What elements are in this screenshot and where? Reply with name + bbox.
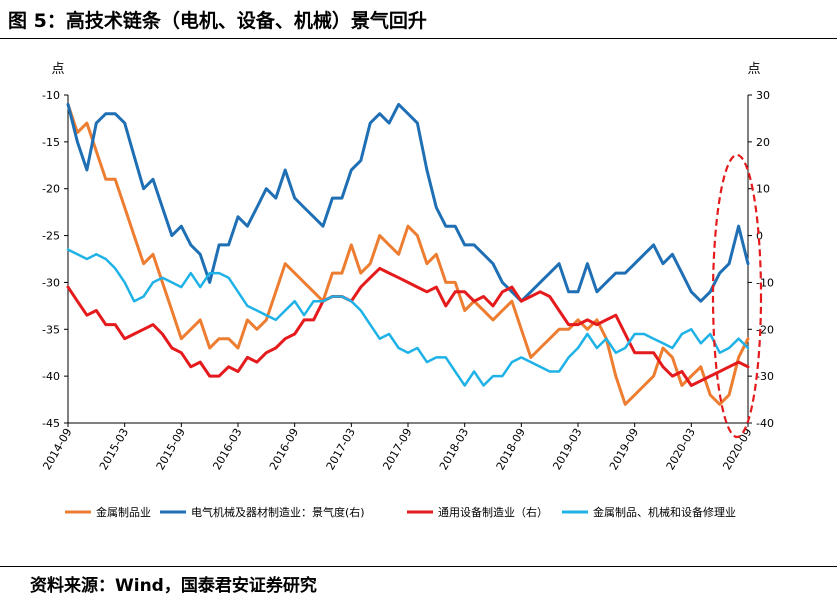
legend-label-1: 金属制品业 — [96, 505, 151, 519]
chart-axes: 点 点 -10 -15 -20 -25 -30 -35 -40 -45 30 20 10 0 -10 -20 -… — [40, 62, 774, 472]
source-rule — [0, 566, 837, 567]
x-tick-label: 2016-09 — [267, 426, 301, 472]
y-right-tick-label: -40 — [756, 417, 774, 430]
chart-svg: 点 点 -10 -15 -20 -25 -30 -35 -40 -45 30 20 10 0 -10 -20 -… — [40, 62, 774, 519]
highlight-ellipse — [711, 153, 763, 439]
series-line-4 — [66, 248, 750, 387]
y-left-tick-label: -15 — [42, 136, 60, 149]
x-tick-label: 2016-03 — [210, 426, 244, 472]
x-tick-label: 2017-03 — [324, 426, 358, 472]
title-rule — [0, 38, 837, 39]
x-tick-label: 2015-09 — [154, 426, 188, 472]
y-right-tick-label: 30 — [756, 89, 770, 102]
y-left-tick-label: -20 — [42, 183, 60, 196]
y-right-tick-label: -10 — [756, 276, 774, 289]
y-right-tick-label: -30 — [756, 370, 774, 383]
y-left-tick-label: -25 — [42, 230, 60, 243]
chart-lines — [66, 102, 750, 406]
x-tick-label: 2015-03 — [97, 426, 131, 472]
y-left-tick-label: -45 — [42, 417, 60, 430]
y-left-tick-label: -40 — [42, 370, 60, 383]
x-tick-label: 2019-03 — [550, 426, 584, 472]
chart-legend: 金属制品业 电气机械及器材制造业：景气度(右) 通用设备制造业（右） 金属制品、机械和… — [65, 505, 736, 519]
y-right-unit: 点 — [747, 62, 760, 77]
x-tick-label: 2018-03 — [437, 426, 471, 472]
series-line-1 — [66, 102, 750, 406]
y-right-tick-label: -20 — [756, 323, 774, 336]
legend-label-2: 电气机械及器材制造业：景气度(右) — [191, 505, 365, 519]
source-note: 资料来源：Wind，国泰君安证券研究 — [30, 576, 317, 596]
legend-label-3: 通用设备制造业（右） — [438, 505, 548, 519]
y-left-tick-label: -35 — [42, 323, 60, 336]
x-tick-label: 2017-09 — [380, 426, 414, 472]
x-tick-label: 2018-09 — [494, 426, 528, 472]
series-line-2 — [66, 102, 750, 303]
y-left-tick-label: -30 — [42, 276, 60, 289]
x-tick-label: 2019-09 — [607, 426, 641, 472]
x-tick-label: 2014-09 — [40, 426, 74, 472]
figure-title: 图 5：高技术链条（电机、设备、机械）景气回升 — [8, 10, 427, 32]
y-left-tick-label: -10 — [42, 89, 60, 102]
x-tick-label: 2020-03 — [664, 426, 698, 472]
y-left-unit: 点 — [51, 62, 64, 77]
series-line-3 — [66, 266, 750, 387]
y-right-tick-label: 10 — [756, 183, 770, 196]
y-right-tick-label: 20 — [756, 136, 770, 149]
legend-label-4: 金属制品、机械和设备修理业 — [593, 505, 736, 519]
y-right-tick-label: 0 — [756, 230, 763, 243]
x-tick-label: 2020-09 — [720, 426, 754, 472]
